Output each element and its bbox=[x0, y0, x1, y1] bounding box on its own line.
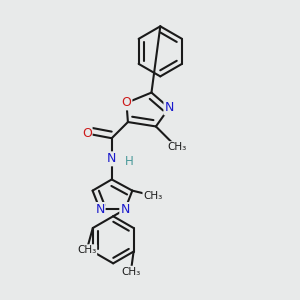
Text: CH₃: CH₃ bbox=[121, 267, 140, 277]
Text: N: N bbox=[95, 203, 105, 216]
Text: N: N bbox=[120, 203, 130, 216]
Text: H: H bbox=[125, 155, 134, 168]
Text: N: N bbox=[107, 152, 116, 165]
Text: N: N bbox=[164, 101, 174, 114]
Text: O: O bbox=[122, 96, 131, 110]
Text: O: O bbox=[82, 127, 92, 140]
Text: CH₃: CH₃ bbox=[77, 245, 96, 255]
Text: CH₃: CH₃ bbox=[167, 142, 186, 152]
Text: CH₃: CH₃ bbox=[143, 190, 163, 201]
